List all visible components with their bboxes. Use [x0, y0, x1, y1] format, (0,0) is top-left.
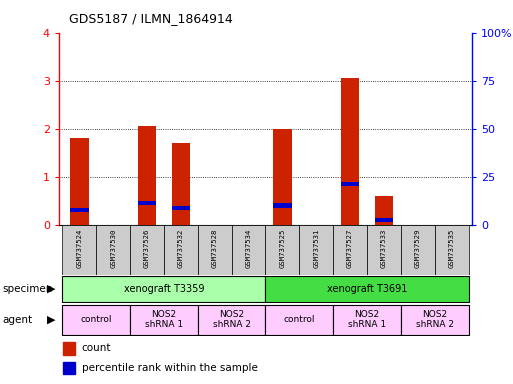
Text: GSM737528: GSM737528 — [212, 229, 218, 268]
Bar — [273, 129, 292, 225]
Bar — [333, 305, 401, 335]
Text: NOS2
shRNA 1: NOS2 shRNA 1 — [145, 310, 183, 329]
Text: GSM737529: GSM737529 — [415, 229, 421, 268]
Bar — [137, 201, 156, 205]
Bar — [232, 225, 266, 275]
Bar — [333, 225, 367, 275]
Bar — [70, 208, 89, 212]
Bar — [266, 276, 468, 302]
Bar — [367, 225, 401, 275]
Bar — [341, 78, 360, 225]
Text: GDS5187 / ILMN_1864914: GDS5187 / ILMN_1864914 — [69, 12, 233, 25]
Text: count: count — [82, 343, 111, 353]
Text: xenograft T3359: xenograft T3359 — [124, 284, 204, 294]
Bar — [63, 225, 96, 275]
Bar — [130, 305, 198, 335]
Bar — [374, 218, 393, 222]
Bar — [63, 305, 130, 335]
Bar — [63, 276, 266, 302]
Text: GSM737531: GSM737531 — [313, 229, 319, 268]
Text: GSM737530: GSM737530 — [110, 229, 116, 268]
Bar — [63, 342, 75, 354]
Bar — [198, 305, 266, 335]
Text: GSM737535: GSM737535 — [449, 229, 455, 268]
Bar — [164, 225, 198, 275]
Text: GSM737533: GSM737533 — [381, 229, 387, 268]
Bar — [401, 305, 468, 335]
Bar — [171, 143, 190, 225]
Text: control: control — [81, 315, 112, 324]
Text: GSM737527: GSM737527 — [347, 229, 353, 268]
Text: NOS2
shRNA 2: NOS2 shRNA 2 — [212, 310, 251, 329]
Bar — [130, 225, 164, 275]
Text: GSM737532: GSM737532 — [178, 229, 184, 268]
Text: NOS2
shRNA 2: NOS2 shRNA 2 — [416, 310, 453, 329]
Bar — [171, 206, 190, 210]
Text: GSM737526: GSM737526 — [144, 229, 150, 268]
Text: GSM737534: GSM737534 — [246, 229, 251, 268]
Bar — [96, 225, 130, 275]
Text: NOS2
shRNA 1: NOS2 shRNA 1 — [348, 310, 386, 329]
Text: agent: agent — [3, 314, 33, 325]
Bar — [374, 196, 393, 225]
Bar — [266, 305, 333, 335]
Text: GSM737524: GSM737524 — [76, 229, 82, 268]
Bar — [70, 138, 89, 225]
Bar — [137, 126, 156, 225]
Bar — [273, 203, 292, 208]
Text: GSM737525: GSM737525 — [280, 229, 285, 268]
Bar — [401, 225, 435, 275]
Text: ▶: ▶ — [47, 284, 56, 294]
Text: specimen: specimen — [3, 284, 53, 294]
Bar — [63, 362, 75, 374]
Bar — [435, 225, 468, 275]
Text: percentile rank within the sample: percentile rank within the sample — [82, 363, 258, 373]
Text: control: control — [284, 315, 315, 324]
Text: xenograft T3691: xenograft T3691 — [327, 284, 407, 294]
Bar — [341, 182, 360, 186]
Bar — [266, 225, 299, 275]
Bar — [198, 225, 232, 275]
Text: ▶: ▶ — [47, 314, 56, 325]
Bar — [299, 225, 333, 275]
